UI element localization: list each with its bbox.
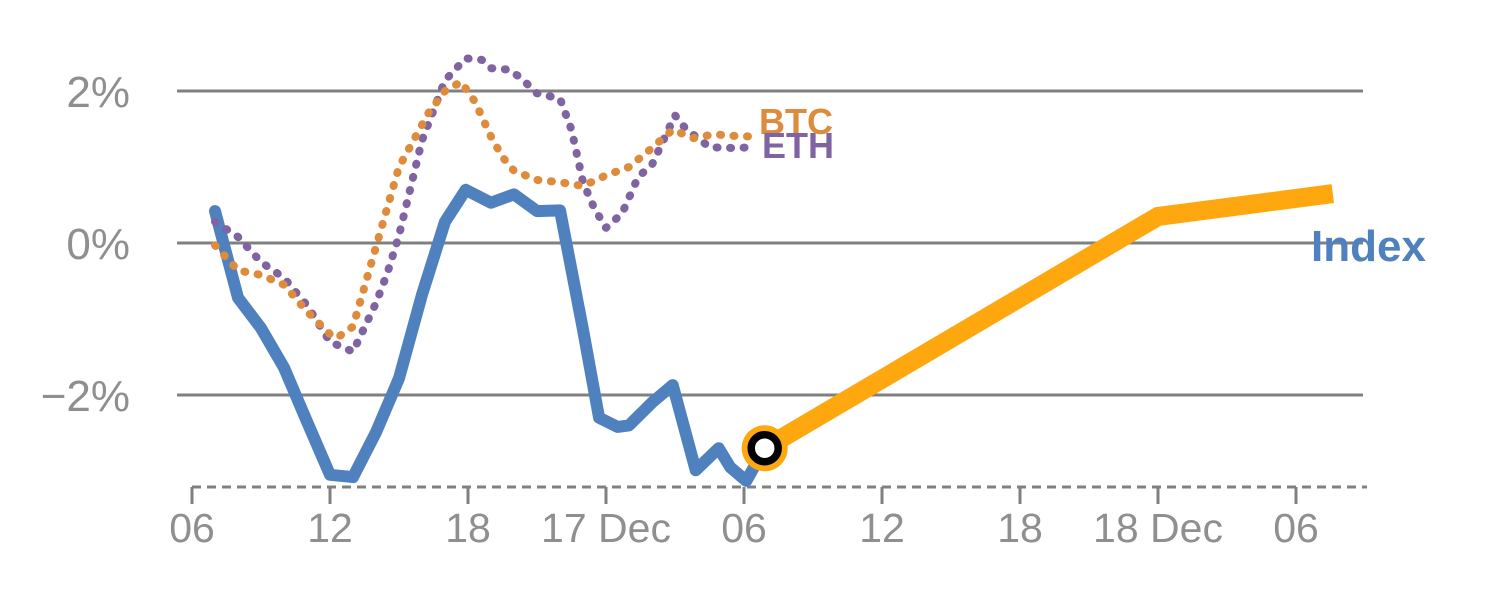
y-tick-label: 2%	[66, 68, 130, 117]
x-tick-label: 12	[859, 505, 905, 551]
eth-series-label: ETH	[762, 125, 834, 166]
series-index-line	[209, 183, 771, 487]
x-tick-label: 18	[997, 505, 1043, 551]
x-tick-label: 18	[445, 505, 491, 551]
y-tick-label: −2%	[41, 372, 130, 421]
x-tick-label: 06	[169, 505, 215, 551]
x-tick-label: 12	[307, 505, 353, 551]
series-index-projection-line	[759, 184, 1335, 457]
x-tick-label: 06	[1273, 505, 1319, 551]
series-btc-dotted-line	[211, 77, 758, 342]
series-eth-dotted-line	[211, 54, 760, 356]
projection-start-marker	[747, 430, 782, 466]
btc-series-label: BTC	[759, 101, 833, 142]
x-tick-label: 17 Dec	[541, 505, 671, 551]
index-series-label: Index	[1311, 222, 1426, 271]
x-tick-label: 18 Dec	[1093, 505, 1223, 551]
x-tick-label: 06	[721, 505, 767, 551]
y-tick-label: 0%	[66, 220, 130, 269]
